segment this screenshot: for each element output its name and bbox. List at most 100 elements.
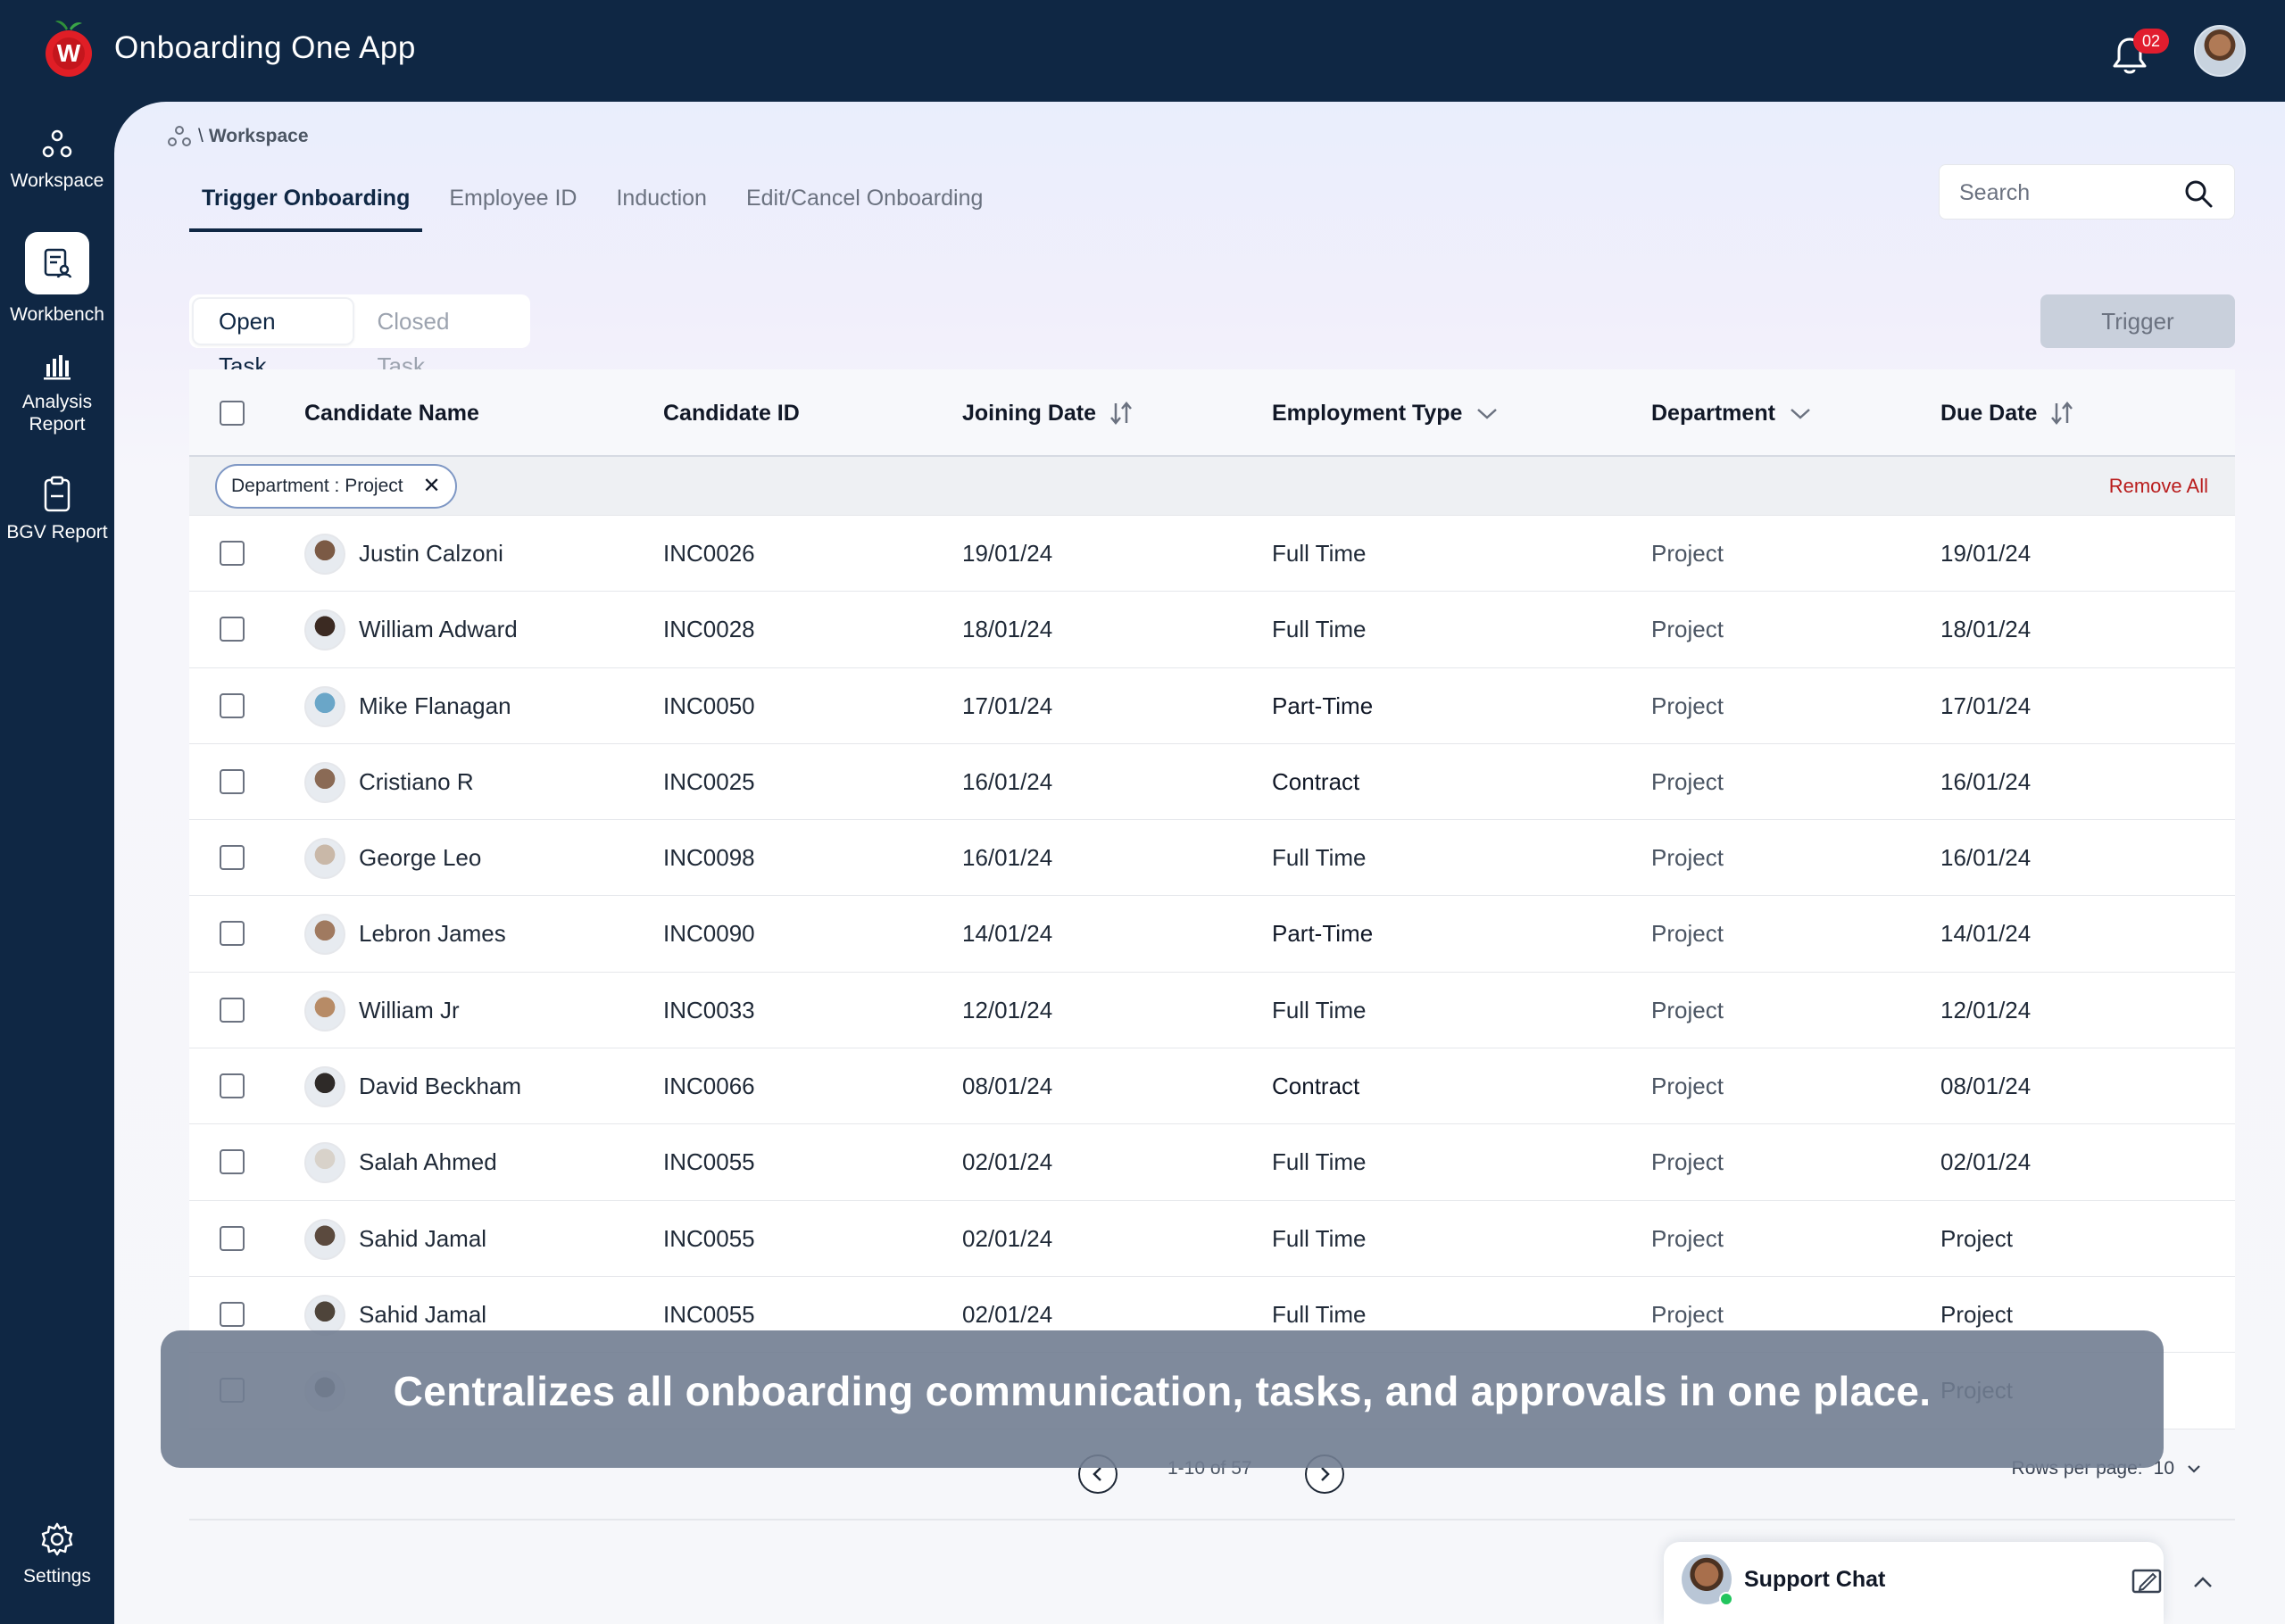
- table-row[interactable]: David Beckham INC0066 08/01/24 Contract Proj…: [189, 1048, 2235, 1125]
- sort-icon[interactable]: [2049, 400, 2074, 427]
- table-row[interactable]: Justin Calzoni INC0026 19/01/24 Full Time Pr…: [189, 516, 2235, 592]
- candidate-name-cell[interactable]: Cristiano R: [359, 767, 474, 795]
- sidebar-item-workbench[interactable]: Workbench: [0, 232, 114, 326]
- employment-type-cell: Full Time: [1272, 1148, 1367, 1176]
- department-cell: Project: [1651, 767, 1724, 795]
- breadcrumb-separator: \: [198, 126, 204, 146]
- app-title: Onboarding One App: [114, 30, 416, 65]
- department-cell: Project: [1651, 1300, 1724, 1328]
- open-task-button[interactable]: Open Task: [194, 299, 353, 379]
- search-box: [1939, 164, 2235, 220]
- table-row[interactable]: Salah Ahmed INC0055 02/01/24 Full Time Proje…: [189, 1124, 2235, 1201]
- candidate-avatar: [304, 1294, 345, 1336]
- row-checkbox[interactable]: [220, 997, 245, 1023]
- candidate-name-cell[interactable]: David Beckham: [359, 1073, 522, 1100]
- sidebar-item-settings[interactable]: Settings: [0, 1520, 114, 1587]
- bar-chart-icon: [44, 355, 71, 380]
- settings-label: Settings: [23, 1566, 91, 1587]
- filter-chip[interactable]: Department : Project ✕: [215, 464, 457, 509]
- remove-all-filters-link[interactable]: Remove All: [2108, 475, 2208, 497]
- due-date-cell: Project: [1940, 1224, 2013, 1252]
- support-chat-widget[interactable]: Support Chat: [1664, 1542, 2164, 1624]
- support-chat-label: Support Chat: [1744, 1567, 1886, 1592]
- candidate-id-cell: INC0090: [663, 920, 755, 948]
- table-row[interactable]: Cristiano R INC0025 16/01/24 Contract Projec…: [189, 743, 2235, 821]
- column-header-candidate-name[interactable]: Candidate Name: [304, 401, 479, 426]
- table-row[interactable]: Sahid Jamal INC0055 02/01/24 Full Time Proje…: [189, 1200, 2235, 1277]
- trigger-button[interactable]: Trigger: [2040, 294, 2235, 348]
- candidate-id-cell: INC0028: [663, 616, 755, 643]
- column-header-candidate-id[interactable]: Candidate ID: [663, 401, 800, 426]
- message-compose-icon[interactable]: [2131, 1567, 2164, 1597]
- table-row[interactable]: Mike Flanagan INC0050 17/01/24 Part-Time Pro…: [189, 667, 2235, 744]
- select-all-checkbox[interactable]: [220, 401, 245, 426]
- due-date-cell: 17/01/24: [1940, 692, 2032, 719]
- column-header-department[interactable]: Department: [1651, 369, 1813, 457]
- joining-date-cell: 02/01/24: [962, 1300, 1053, 1328]
- tab-trigger-onboarding[interactable]: Trigger Onboarding: [189, 177, 423, 232]
- close-icon[interactable]: ✕: [422, 474, 441, 498]
- filter-chip-label: Department : Project: [231, 476, 403, 496]
- joining-date-cell: 14/01/24: [962, 920, 1053, 948]
- employment-type-cell: Full Time: [1272, 844, 1367, 872]
- candidate-name-cell[interactable]: Lebron James: [359, 920, 506, 948]
- chevron-down-icon[interactable]: [1788, 404, 1813, 422]
- chevron-right-icon: [1321, 1467, 1330, 1481]
- chevron-up-icon[interactable]: [2192, 1574, 2214, 1590]
- app-logo[interactable]: W: [41, 20, 96, 79]
- candidate-name-cell[interactable]: Justin Calzoni: [359, 540, 503, 567]
- search-icon[interactable]: [2182, 178, 2214, 210]
- candidate-name-cell[interactable]: William Adward: [359, 616, 518, 643]
- candidate-name-cell[interactable]: Sahid Jamal: [359, 1224, 487, 1252]
- chevron-left-icon: [1093, 1467, 1101, 1481]
- table-row[interactable]: George Leo INC0098 16/01/24 Full Time Projec…: [189, 820, 2235, 897]
- tab-edit-cancel-onboarding[interactable]: Edit/Cancel Onboarding: [745, 186, 984, 211]
- joining-date-cell: 17/01/24: [962, 692, 1053, 719]
- column-header-employment-type[interactable]: Employment Type: [1272, 369, 1500, 457]
- candidate-name-cell[interactable]: William Jr: [359, 996, 460, 1023]
- row-checkbox[interactable]: [220, 1225, 245, 1251]
- due-date-cell: 16/01/24: [1940, 767, 2032, 795]
- candidate-name-cell[interactable]: Sahid Jamal: [359, 1300, 487, 1328]
- row-checkbox[interactable]: [220, 1301, 245, 1327]
- row-checkbox[interactable]: [220, 692, 245, 718]
- department-cell: Project: [1651, 1148, 1724, 1176]
- candidate-name-cell[interactable]: George Leo: [359, 844, 482, 872]
- row-checkbox[interactable]: [220, 768, 245, 794]
- sidebar-item-workspace[interactable]: Workspace: [0, 127, 114, 192]
- candidate-avatar: [304, 534, 345, 575]
- row-checkbox[interactable]: [220, 845, 245, 871]
- candidate-name-cell[interactable]: Salah Ahmed: [359, 1148, 497, 1176]
- candidate-avatar: [304, 1066, 345, 1108]
- candidate-name-cell[interactable]: Mike Flanagan: [359, 692, 511, 719]
- row-checkbox[interactable]: [220, 921, 245, 947]
- sort-icon[interactable]: [1109, 400, 1134, 427]
- column-header-joining-date[interactable]: Joining Date: [962, 369, 1134, 457]
- department-cell: Project: [1651, 920, 1724, 948]
- tab-employee-id[interactable]: Employee ID: [449, 186, 577, 211]
- due-date-cell: 19/01/24: [1940, 540, 2032, 567]
- table-row[interactable]: William Jr INC0033 12/01/24 Full Time Projec…: [189, 972, 2235, 1049]
- row-checkbox[interactable]: [220, 1149, 245, 1175]
- closed-task-button[interactable]: Closed Task: [377, 308, 450, 379]
- top-bar: W Onboarding One App 02: [0, 0, 2285, 102]
- sidebar-item-analysis-report[interactable]: Analysis Report: [0, 348, 114, 435]
- row-checkbox[interactable]: [220, 617, 245, 642]
- row-checkbox[interactable]: [220, 1073, 245, 1099]
- workspace-icon: [168, 126, 191, 146]
- due-date-cell: 12/01/24: [1940, 996, 2032, 1023]
- column-header-due-date[interactable]: Due Date: [1940, 369, 2074, 457]
- tab-induction[interactable]: Induction: [616, 186, 707, 211]
- breadcrumb-current[interactable]: Workspace: [208, 126, 309, 146]
- table-row[interactable]: William Adward INC0028 18/01/24 Full Time Pr…: [189, 592, 2235, 668]
- candidate-id-cell: INC0055: [663, 1148, 755, 1176]
- chevron-down-icon[interactable]: [1475, 404, 1500, 422]
- joining-date-cell: 08/01/24: [962, 1073, 1053, 1100]
- table-row[interactable]: Lebron James INC0090 14/01/24 Part-Time Proj…: [189, 896, 2235, 973]
- sidebar-item-bgv-report[interactable]: BGV Report: [0, 475, 114, 543]
- search-input[interactable]: [1959, 176, 2173, 210]
- candidate-id-cell: INC0025: [663, 767, 755, 795]
- user-avatar[interactable]: [2194, 25, 2246, 77]
- employment-type-cell: Part-Time: [1272, 692, 1374, 719]
- row-checkbox[interactable]: [220, 541, 245, 566]
